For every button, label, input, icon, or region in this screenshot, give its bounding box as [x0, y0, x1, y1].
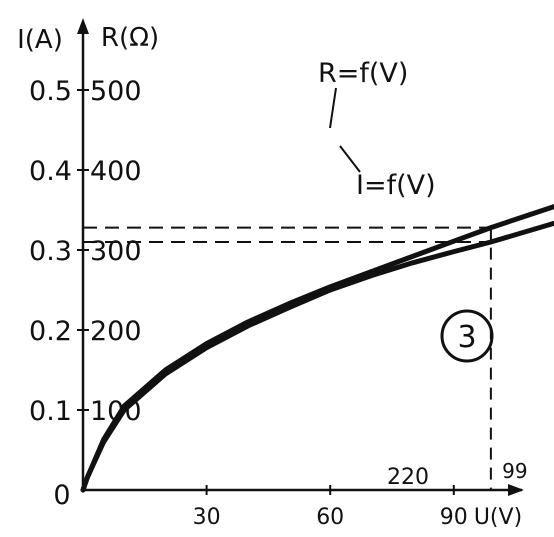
y-tick-label-current: 0.2 [29, 316, 72, 347]
y-tick-label-current: 0.3 [29, 236, 72, 267]
max-voltage-label: 220 [387, 465, 429, 490]
resistance-curve-label: R=f(V) [318, 58, 408, 89]
y-tick-label-resistance: 200 [90, 316, 142, 347]
figure-number-circle [440, 309, 494, 363]
y-tick-label-current: 0.1 [29, 396, 72, 427]
figure-number-label: 3 [457, 320, 476, 355]
current-curve-label: I=f(V) [356, 170, 436, 201]
origin-label: 0 [53, 480, 70, 511]
y-tick-label-resistance: 100 [90, 396, 142, 427]
text-layer: 0.11000.22000.33000.44000.55003060901201… [17, 23, 527, 530]
series-layer [80, 87, 554, 493]
y-tick-label-current: 0.4 [29, 156, 72, 187]
x-axis-arrow [508, 484, 524, 496]
operating-point-label: 99 [502, 459, 527, 483]
resistance-curve [80, 203, 554, 493]
x-axis-title: U(V) [474, 505, 522, 530]
y-tick-label-resistance: 300 [90, 236, 142, 267]
current-curve [80, 220, 554, 493]
y-tick-label-current: 0.5 [29, 76, 72, 107]
axes-layer [77, 18, 524, 496]
x-tick-label: 90 [440, 505, 468, 530]
y-tick-label-resistance: 400 [90, 156, 142, 187]
x-tick-label: 60 [316, 505, 344, 530]
y-axis-title-resistance: R(Ω) [101, 23, 159, 53]
y-axis-arrow [77, 18, 89, 34]
y-axis-title-current: I(A) [17, 25, 63, 55]
guides-layer [83, 226, 492, 490]
current-label-leader [339, 145, 361, 173]
x-tick-label: 30 [193, 505, 221, 530]
y-tick-label-resistance: 500 [90, 76, 142, 107]
resistance-label-leader [329, 87, 337, 129]
